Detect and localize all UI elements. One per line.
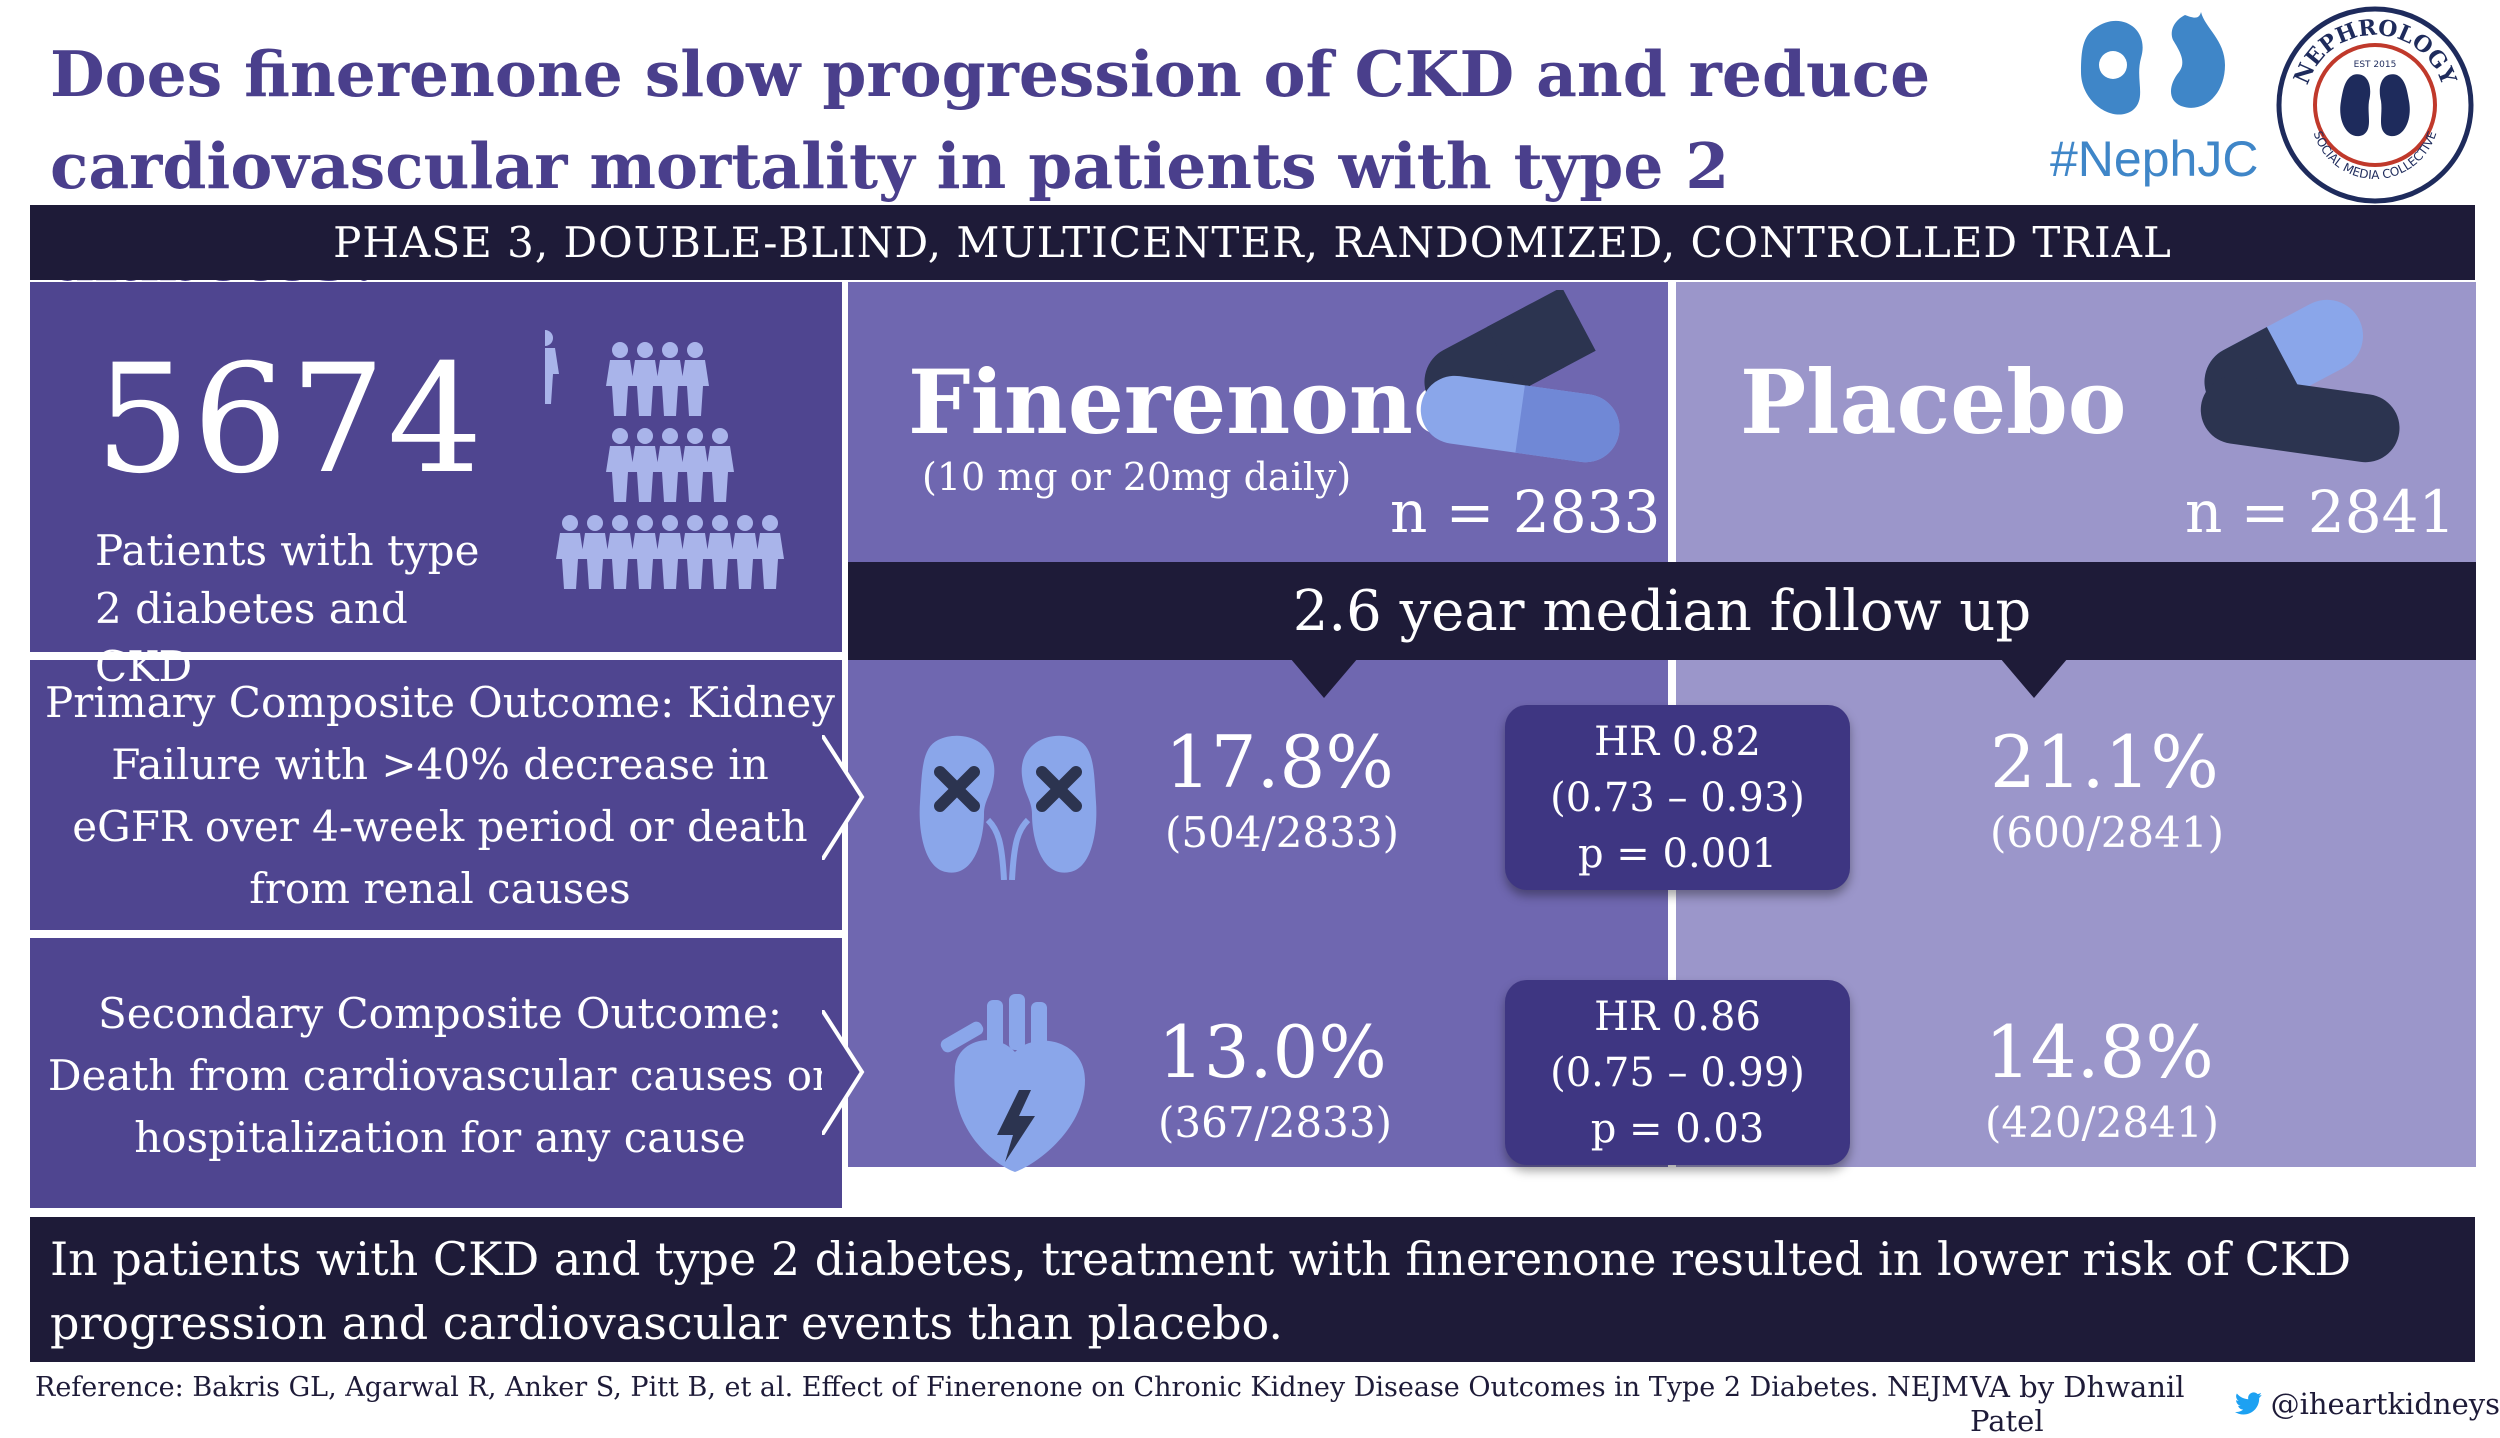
- finerenone-arm-name: Finerenone: [908, 350, 1469, 454]
- finerenone-secondary-count: (367/2833): [1158, 1098, 1392, 1147]
- primary-outcome-label: Primary Composite Outcome: Kidney Failur…: [45, 678, 835, 913]
- patient-count: 5674: [95, 333, 485, 507]
- secondary-hazard-ratio-box: HR 0.86 (0.75 – 0.99) p = 0.03: [1505, 980, 1850, 1165]
- heart-icon: [940, 994, 1085, 1172]
- trial-design-bar: PHASE 3, DOUBLE-BLIND, MULTICENTER, RAND…: [30, 205, 2475, 280]
- pill-icon: [1420, 290, 1620, 463]
- patient-description: Patients with type 2 diabetes and CKD: [95, 526, 480, 691]
- hazard-ratio: HR 0.86: [1594, 993, 1761, 1040]
- placebo-primary-count: (600/2841): [1990, 808, 2224, 857]
- conclusion-text: In patients with CKD and type 2 diabetes…: [30, 1217, 2475, 1362]
- kidney-logo-icon: [2081, 12, 2225, 115]
- finerenone-primary-rate: 17.8%: [1165, 720, 1394, 804]
- followup-pointer: [2000, 658, 2068, 698]
- finerenone-secondary-rate: 13.0%: [1158, 1010, 1387, 1094]
- secondary-outcome-panel: [30, 938, 842, 1208]
- primary-outcome-panel: [30, 660, 842, 930]
- title-line-1: Does finerenone slow progression of CKD …: [50, 37, 1931, 111]
- p-value: p = 0.001: [1577, 830, 1778, 877]
- finerenone-primary-count: (504/2833): [1165, 808, 1399, 857]
- credit-text: VA by Dhwanil Patel: [1970, 1370, 2185, 1438]
- p-value: p = 0.03: [1590, 1105, 1765, 1152]
- title-line-2: cardiovascular mortality in patients wit…: [50, 129, 1730, 295]
- hashtag-label: #NephJC: [2050, 131, 2259, 187]
- placebo-arm-name: Placebo: [1740, 350, 2127, 454]
- confidence-interval: (0.73 – 0.93): [1550, 774, 1805, 821]
- secondary-outcome-label: Secondary Composite Outcome: Death from …: [47, 989, 833, 1162]
- reference-citation: Reference: Bakris GL, Agarwal R, Anker S…: [35, 1372, 1969, 1403]
- page-title: Does finerenone slow progression of CKD …: [50, 28, 1950, 304]
- followup-bar: 2.6 year median follow up: [848, 562, 2476, 660]
- chevron-right-icon: [822, 735, 865, 860]
- followup-pointer: [1290, 658, 1358, 698]
- finerenone-n: n = 2833: [1390, 478, 1661, 546]
- placebo-n: n = 2841: [2185, 478, 2456, 546]
- seal-est: EST 2015: [2354, 60, 2397, 70]
- primary-hazard-ratio-box: HR 0.82 (0.73 – 0.93) p = 0.001: [1505, 705, 1850, 890]
- chevron-right-icon: [822, 1010, 865, 1135]
- placebo-secondary-count: (420/2841): [1985, 1098, 2219, 1147]
- confidence-interval: (0.75 – 0.99): [1550, 1049, 1805, 1096]
- kidney-damage-icon: [919, 735, 1097, 880]
- pill-icon: [2200, 299, 2400, 463]
- finerenone-dose: (10 mg or 20mg daily): [922, 455, 1352, 499]
- placebo-primary-rate: 21.1%: [1990, 720, 2219, 804]
- twitter-handle[interactable]: @iheartkidneys: [2270, 1387, 2500, 1421]
- author-credit: VA by Dhwanil Patel @iheartkidneys: [1970, 1370, 2500, 1438]
- twitter-icon: [2234, 1392, 2262, 1415]
- people-icon: [545, 330, 784, 589]
- placebo-secondary-rate: 14.8%: [1985, 1010, 2214, 1094]
- society-seal-icon: NEPHROLOGY SOCIAL MEDIA COLLECTIVE EST 2…: [2276, 6, 2474, 204]
- hazard-ratio: HR 0.82: [1594, 718, 1761, 765]
